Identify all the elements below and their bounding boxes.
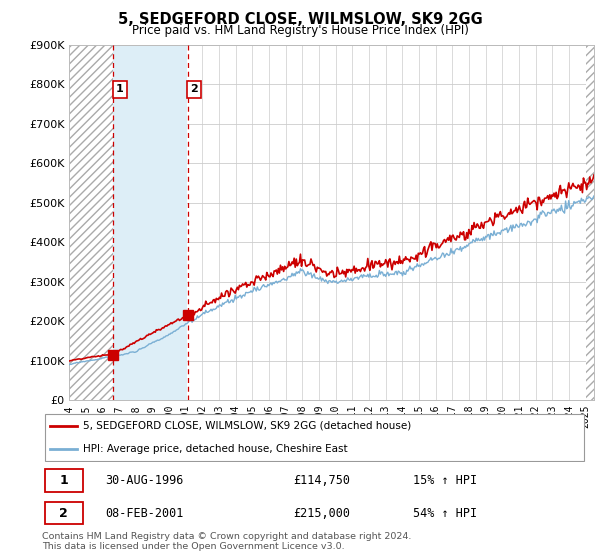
Text: HPI: Average price, detached house, Cheshire East: HPI: Average price, detached house, Ches… [83, 444, 347, 454]
Text: 1: 1 [116, 84, 124, 94]
Text: £114,750: £114,750 [293, 474, 350, 487]
Text: 5, SEDGEFORD CLOSE, WILMSLOW, SK9 2GG (detached house): 5, SEDGEFORD CLOSE, WILMSLOW, SK9 2GG (d… [83, 421, 411, 431]
Text: 54% ↑ HPI: 54% ↑ HPI [413, 506, 478, 520]
FancyBboxPatch shape [45, 414, 584, 460]
Text: 2: 2 [190, 84, 198, 94]
Bar [113, 45, 187, 400]
Text: 2: 2 [59, 506, 68, 520]
Text: £215,000: £215,000 [293, 506, 350, 520]
Text: 30-AUG-1996: 30-AUG-1996 [105, 474, 183, 487]
Text: Price paid vs. HM Land Registry's House Price Index (HPI): Price paid vs. HM Land Registry's House … [131, 24, 469, 37]
Bar [586, 45, 600, 400]
Text: 08-FEB-2001: 08-FEB-2001 [105, 506, 183, 520]
Text: 5, SEDGEFORD CLOSE, WILMSLOW, SK9 2GG: 5, SEDGEFORD CLOSE, WILMSLOW, SK9 2GG [118, 12, 482, 27]
Text: 1: 1 [59, 474, 68, 487]
FancyBboxPatch shape [45, 469, 83, 492]
Text: 15% ↑ HPI: 15% ↑ HPI [413, 474, 478, 487]
Bar [69, 45, 113, 400]
Text: Contains HM Land Registry data © Crown copyright and database right 2024.
This d: Contains HM Land Registry data © Crown c… [42, 532, 412, 552]
FancyBboxPatch shape [45, 502, 83, 525]
